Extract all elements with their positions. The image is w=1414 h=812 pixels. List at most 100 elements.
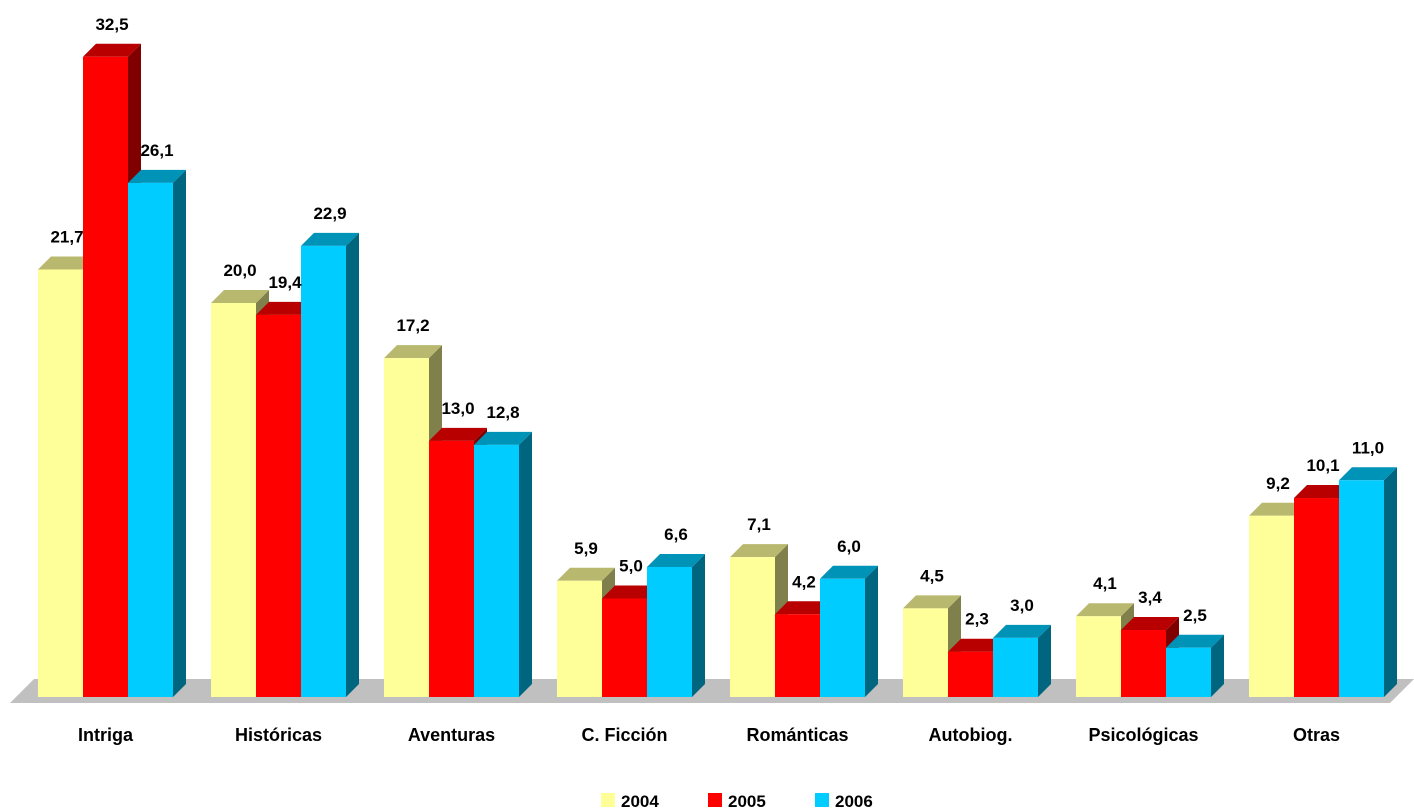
bar-front-face: [474, 444, 519, 697]
bar-top-face: [1076, 603, 1134, 617]
value-label-historicas-2004: 20,0: [223, 261, 256, 280]
bar-top-face: [602, 585, 660, 599]
bar-top-face: [903, 595, 961, 609]
bar-top-face: [993, 624, 1051, 638]
bar-front-face: [820, 578, 865, 697]
bar-top-face: [1166, 634, 1224, 648]
category-label-historicas: Históricas: [235, 725, 322, 745]
value-label-intriga-2006: 26,1: [140, 141, 173, 160]
bar-top-face: [429, 427, 487, 441]
bar-front-face: [38, 269, 83, 697]
bar-front-face: [1249, 515, 1294, 697]
bar-intriga-2006: [128, 169, 186, 697]
category-label-aventuras: Aventuras: [408, 725, 495, 745]
bar-aventuras-2006: [474, 431, 532, 697]
chart-floor: [10, 679, 1414, 703]
bar-top-face: [128, 169, 186, 183]
value-label-historicas-2005: 19,4: [268, 273, 302, 292]
bar-otras-2006: [1339, 467, 1397, 697]
bar-top-face: [256, 301, 314, 315]
bar-top-face: [38, 256, 96, 270]
bar-romanticas-2006: [820, 565, 878, 697]
bar-front-face: [384, 358, 429, 697]
bar-front-face: [1339, 480, 1384, 697]
bar-autobiog-2006: [993, 624, 1051, 697]
value-label-c-ficcion-2005: 5,0: [619, 557, 643, 576]
legend-label: 2006: [835, 792, 873, 811]
bar-psicologicas-2006: [1166, 634, 1224, 697]
bar-front-face: [602, 598, 647, 697]
bar-top-face: [557, 567, 615, 581]
category-label-romanticas: Románticas: [746, 725, 848, 745]
bar-front-face: [557, 580, 602, 697]
value-label-romanticas-2004: 7,1: [747, 515, 771, 534]
bar-front-face: [1166, 647, 1211, 697]
value-label-aventuras-2004: 17,2: [396, 316, 429, 335]
bar-side-face: [865, 565, 878, 697]
bar-top-face: [83, 43, 141, 57]
bar-front-face: [948, 651, 993, 697]
category-label-autobiog: Autobiog.: [929, 725, 1013, 745]
floor-plane: [10, 679, 1414, 703]
value-label-otras-2004: 9,2: [1266, 474, 1290, 493]
value-label-autobiog-2005: 2,3: [965, 610, 989, 629]
bar-top-face: [474, 431, 532, 445]
bar-top-face: [948, 638, 1006, 652]
bar-side-face: [1038, 624, 1051, 697]
category-label-otras: Otras: [1293, 725, 1340, 745]
legend-swatch: [601, 793, 615, 807]
value-labels-layer: 21,7 32,5 26,1 20,0 19,4 22,9 17,2 13,0 12,8 5,9 5…: [50, 15, 1384, 629]
bar-front-face: [256, 314, 301, 697]
bar-c-ficcion-2006: [647, 553, 705, 697]
category-labels-layer: Intriga Históricas Aventuras C. Ficción Romá…: [78, 725, 1340, 745]
bar-top-face: [647, 553, 705, 567]
bar-side-face: [1211, 634, 1224, 697]
legend-item-2006: 2006: [815, 792, 873, 811]
bar-front-face: [730, 557, 775, 697]
bar-top-face: [1294, 485, 1352, 499]
legend: 2004 2005 2006: [601, 792, 873, 811]
value-label-c-ficcion-2004: 5,9: [574, 539, 598, 558]
bar-top-face: [1249, 502, 1307, 516]
bar-front-face: [1076, 616, 1121, 697]
value-label-autobiog-2006: 3,0: [1010, 596, 1034, 615]
value-label-aventuras-2006: 12,8: [486, 403, 519, 422]
category-label-psicologicas: Psicológicas: [1088, 725, 1198, 745]
bar-side-face: [519, 431, 532, 697]
legend-label: 2005: [728, 792, 766, 811]
legend-item-2005: 2005: [708, 792, 766, 811]
bars-layer: [38, 43, 1397, 697]
value-label-romanticas-2006: 6,0: [837, 537, 861, 556]
bar-side-face: [346, 232, 359, 697]
bar-top-face: [301, 232, 359, 246]
bar-front-face: [211, 303, 256, 697]
value-label-otras-2005: 10,1: [1306, 456, 1339, 475]
bar-front-face: [903, 608, 948, 697]
value-label-aventuras-2005: 13,0: [441, 399, 474, 418]
bar-front-face: [1121, 630, 1166, 697]
value-label-psicologicas-2006: 2,5: [1183, 606, 1207, 625]
bar-front-face: [993, 637, 1038, 697]
value-label-psicologicas-2004: 4,1: [1093, 574, 1117, 593]
bar-front-face: [429, 440, 474, 697]
bar-top-face: [730, 544, 788, 558]
bar-front-face: [128, 182, 173, 697]
category-label-c-ficcion: C. Ficción: [581, 725, 667, 745]
value-label-otras-2006: 11,0: [1352, 438, 1384, 457]
bar-top-face: [1121, 617, 1179, 631]
legend-label: 2004: [621, 792, 659, 811]
bar-side-face: [173, 169, 186, 697]
bar-top-face: [820, 565, 878, 579]
bar-front-face: [83, 56, 128, 697]
bar-side-face: [692, 553, 705, 697]
category-label-intriga: Intriga: [78, 725, 134, 745]
bar-front-face: [301, 245, 346, 697]
bar-top-face: [384, 345, 442, 359]
value-label-c-ficcion-2006: 6,6: [664, 525, 688, 544]
bar-top-face: [211, 290, 269, 303]
bar-psicologicas-2005: [1121, 617, 1179, 697]
legend-swatch: [815, 793, 829, 807]
bar-side-face: [1384, 467, 1397, 697]
bar-top-face: [1339, 467, 1397, 481]
